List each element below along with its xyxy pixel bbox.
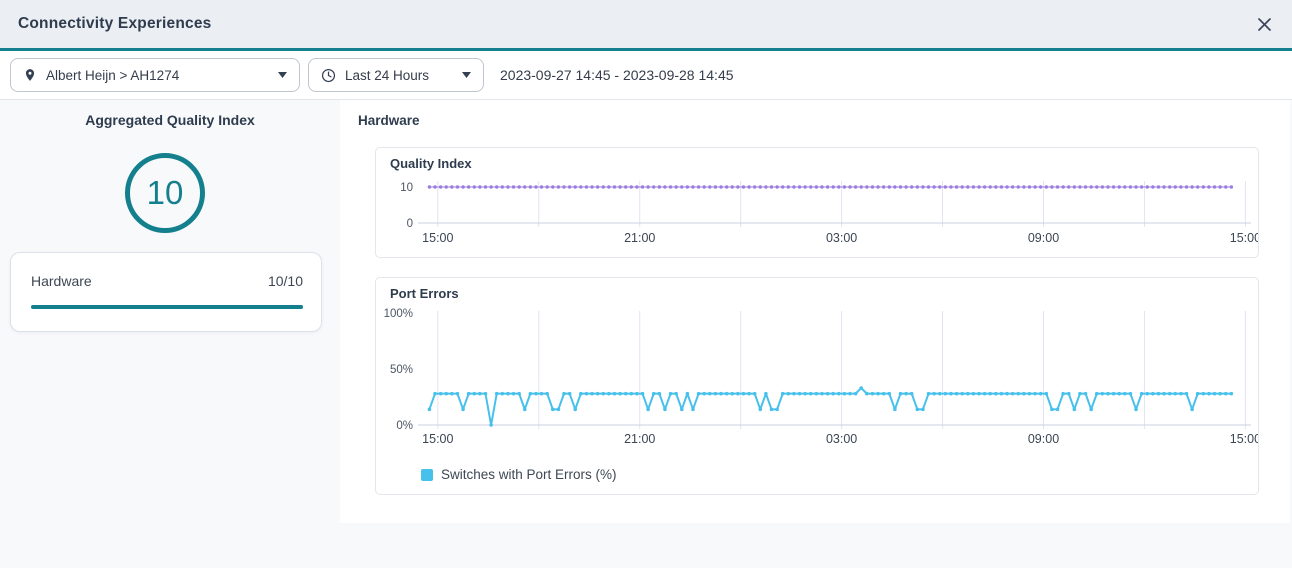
site-selector-value: Albert Heijn > AH1274 (46, 67, 180, 83)
location-pin-icon (25, 69, 35, 81)
filter-bar: Albert Heijn > AH1274 Last 24 Hours 2023… (0, 51, 1292, 100)
quality-index-circle: 10 (125, 153, 205, 233)
svg-text:100%: 100% (384, 308, 413, 320)
quality-index-chart-title: Quality Index (390, 156, 472, 171)
chevron-down-icon (278, 72, 287, 78)
time-range-value: Last 24 Hours (345, 67, 430, 83)
hardware-score-label: Hardware (31, 273, 92, 289)
dialog-header: Connectivity Experiences (0, 0, 1292, 48)
svg-text:21:00: 21:00 (624, 432, 655, 446)
legend-label: Switches with Port Errors (%) (441, 467, 617, 482)
svg-text:15:00: 15:00 (1230, 231, 1259, 245)
hardware-progress-track (31, 305, 303, 309)
date-range-label: 2023-09-27 14:45 - 2023-09-28 14:45 (500, 67, 734, 83)
svg-text:0: 0 (407, 218, 413, 230)
hardware-progress-bar (31, 305, 303, 309)
chevron-down-icon (462, 72, 471, 78)
svg-text:09:00: 09:00 (1028, 432, 1059, 446)
aggregated-quality-index-title: Aggregated Quality Index (85, 112, 255, 128)
port-errors-chart-title: Port Errors (390, 286, 459, 301)
svg-text:15:00: 15:00 (422, 432, 453, 446)
svg-text:15:00: 15:00 (422, 231, 453, 245)
hardware-section: Hardware Quality Index 15:00 21:00 03:00 09… (340, 100, 1290, 523)
quality-index-chart: 15:00 21:00 03:00 09:00 15:00 10 0 (400, 181, 1259, 245)
site-selector[interactable]: Albert Heijn > AH1274 (10, 58, 300, 92)
clock-icon (321, 68, 336, 82)
svg-text:03:00: 03:00 (826, 231, 857, 245)
hardware-section-title: Hardware (358, 113, 420, 128)
close-icon (1257, 17, 1271, 31)
quality-index-score: 10 (146, 174, 184, 211)
hardware-score-card[interactable]: Hardware 10/10 (10, 252, 322, 332)
svg-text:10: 10 (400, 182, 413, 194)
dialog-body: Aggregated Quality Index 10 Hardware 10/… (0, 100, 1292, 568)
svg-text:0%: 0% (396, 420, 413, 432)
svg-text:21:00: 21:00 (624, 231, 655, 245)
svg-text:03:00: 03:00 (826, 432, 857, 446)
svg-text:15:00: 15:00 (1230, 432, 1259, 446)
port-errors-legend: Switches with Port Errors (%) (421, 467, 617, 482)
accent-divider (0, 48, 1292, 51)
close-button[interactable] (1254, 14, 1274, 34)
legend-swatch (421, 468, 433, 481)
port-errors-chart: 15:00 21:00 03:00 09:00 15:00 100% 50% 0% (384, 308, 1259, 446)
dialog-title: Connectivity Experiences (18, 15, 212, 32)
summary-column: Aggregated Quality Index 10 Hardware 10/… (0, 100, 340, 568)
quality-index-chart-card: Quality Index 15:00 21:00 03:00 09:00 15:00 1… (375, 147, 1259, 258)
svg-text:50%: 50% (390, 364, 413, 376)
hardware-score-value: 10/10 (267, 273, 303, 289)
port-errors-chart-card: Port Errors 15:00 21:00 03:00 09:00 15:00 100… (375, 277, 1259, 495)
time-range-selector[interactable]: Last 24 Hours (308, 58, 484, 92)
svg-text:09:00: 09:00 (1028, 231, 1059, 245)
